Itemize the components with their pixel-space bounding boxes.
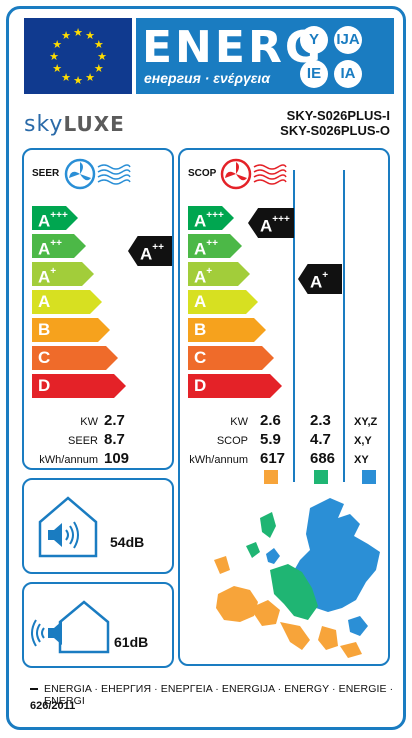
scop-title: SCOP [188, 168, 217, 179]
scop-kw-label: KW [230, 416, 248, 428]
scop-scop-value-1: 5.9 [260, 431, 281, 448]
brand-name-part1: sky [24, 112, 64, 137]
seer-class-bar: A [32, 290, 102, 314]
lang-badge-ie: IE [300, 60, 328, 88]
seer-class-bar: B [32, 318, 110, 342]
zone-swatch-green [314, 470, 328, 484]
seer-kw-label: KW [80, 416, 98, 428]
model-outdoor: SKY-S026PLUS-O [280, 123, 390, 138]
seer-title: SEER [32, 168, 60, 179]
scop-kwh-value-2: 686 [310, 450, 336, 467]
seer-class-bar: A+++ [32, 206, 78, 230]
brand-logo: skyLUXE [24, 111, 125, 137]
scop-rating-arrow-average: A+ [298, 264, 342, 294]
seer-seer-value: 8.7 [104, 431, 125, 448]
scop-kw-value-1: 2.6 [260, 412, 281, 429]
seer-class-bar: A++ [32, 234, 86, 258]
eu-star-icon: ★ [97, 51, 107, 63]
noise-indoor-value: 54dB [110, 534, 145, 550]
eu-star-icon: ★ [94, 39, 104, 51]
brand-name-part2: LUXE [63, 112, 125, 136]
eu-star-icon: ★ [61, 30, 71, 42]
eu-star-icon: ★ [49, 51, 59, 63]
scop-kwh-value-1: 617 [260, 450, 286, 467]
scop-class-bar: A [188, 290, 258, 314]
eu-star-icon: ★ [73, 27, 83, 39]
fan-red-icon [220, 158, 287, 190]
scop-column-divider-1 [293, 170, 295, 482]
seer-class-bar: A+ [32, 262, 94, 286]
model-indoor: SKY-S026PLUS-I [286, 108, 390, 123]
eu-star-icon: ★ [85, 72, 95, 84]
noise-indoor-panel: 54dB [22, 478, 174, 574]
europe-climate-map-icon [214, 498, 380, 658]
lang-badge-y: Y [300, 26, 328, 54]
seer-panel: SEER A+++ A++ A+ A B C D A++ KW 2.7 SEER 8.7 k… [22, 148, 174, 470]
indoor-speaker-house-icon [38, 496, 98, 558]
fan-blue-icon [64, 158, 131, 190]
footer-languages: ENERGIA · ЕНЕРГИЯ · ΕΝΕΡΓΕΙΑ · ENERGIJA … [44, 683, 394, 707]
scop-kw-zone: XY,Z [354, 416, 378, 428]
noise-outdoor-panel: 61dB [22, 582, 174, 668]
scop-scop-value-2: 4.7 [310, 431, 331, 448]
seer-kwh-label: kWh/annum [39, 454, 98, 466]
scop-class-bar: B [188, 318, 266, 342]
lang-badge-ia: IA [334, 60, 362, 88]
eu-star-icon: ★ [52, 63, 62, 75]
zone-swatch-blue [362, 470, 376, 484]
footer-dash [30, 688, 38, 690]
scop-kwh-zone: XY [354, 454, 369, 466]
seer-kwh-value: 109 [104, 450, 130, 467]
scop-class-bar: A++ [188, 234, 242, 258]
lang-badge-ija: IJA [334, 26, 362, 54]
noise-outdoor-value: 61dB [114, 634, 149, 650]
energy-banner: ENERG енергия · ενέργεια Y IJA IE IA [136, 18, 394, 94]
eu-flag-icon: ★ ★ ★ ★ ★ ★ ★ ★ ★ ★ ★ ★ [24, 18, 132, 94]
scop-class-bar: A+++ [188, 206, 234, 230]
scop-class-bar: D [188, 374, 282, 398]
zone-swatch-orange [264, 470, 278, 484]
eu-star-icon: ★ [73, 75, 83, 87]
energy-subtitle: енергия · ενέργεια [144, 70, 271, 86]
regulation-number: 626/2011 [30, 700, 76, 712]
eu-star-icon: ★ [94, 63, 104, 75]
seer-seer-label: SEER [68, 435, 98, 447]
scop-scop-zone: X,Y [354, 435, 372, 447]
scop-rating-arrow-warm: A+++ [248, 208, 294, 238]
energy-word: ENERG [142, 22, 324, 73]
scop-scop-label: SCOP [216, 435, 248, 447]
seer-rating-arrow: A++ [128, 236, 172, 266]
scop-class-bar: A+ [188, 262, 250, 286]
eu-star-icon: ★ [52, 39, 62, 51]
seer-class-bar: C [32, 346, 118, 370]
scop-panel: SCOP A+++ A++ A+ A B C D A+++ A+ KW 2.6 2.3 XY… [178, 148, 390, 666]
eu-star-icon: ★ [61, 72, 71, 84]
seer-kw-value: 2.7 [104, 412, 125, 429]
seer-class-bar: D [32, 374, 126, 398]
scop-class-bar: C [188, 346, 274, 370]
scop-column-divider-2 [343, 170, 345, 482]
scop-kw-value-2: 2.3 [310, 412, 331, 429]
scop-kwh-label: kWh/annum [189, 454, 248, 466]
eu-star-icon: ★ [85, 30, 95, 42]
outdoor-speaker-house-icon [31, 600, 110, 654]
